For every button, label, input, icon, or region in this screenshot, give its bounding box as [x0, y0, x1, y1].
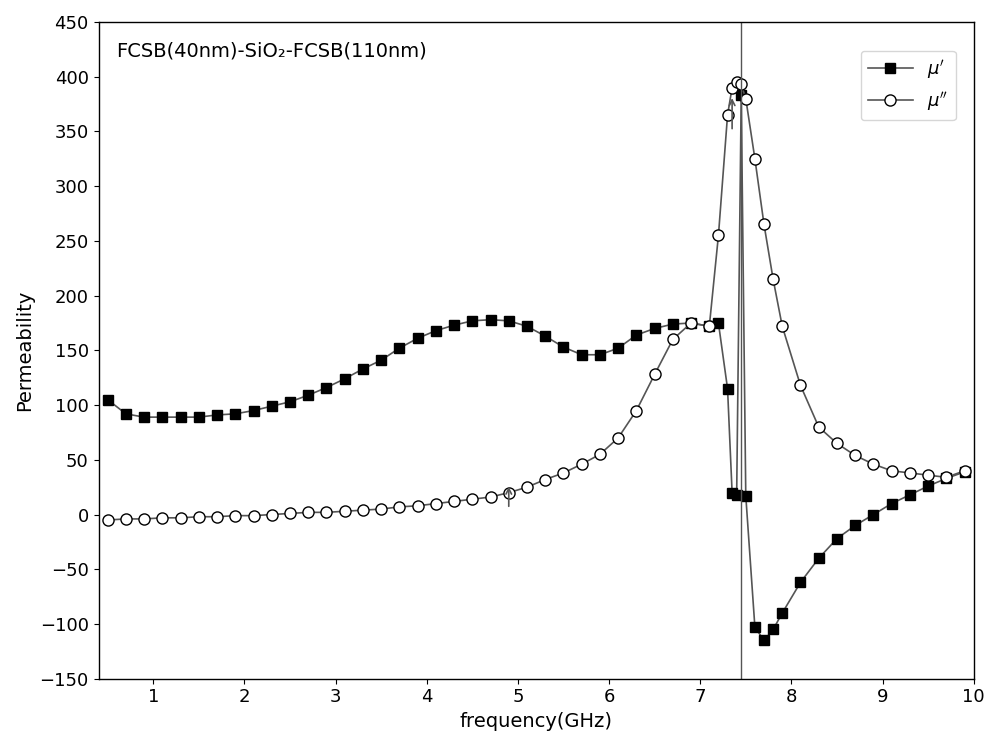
$\mu''$ — [959, 466, 971, 475]
$\mu''$ — [266, 510, 278, 519]
$\mu''$ — [726, 84, 738, 93]
$\mu'$ — [102, 395, 114, 404]
$\mu''$ — [466, 495, 478, 504]
Y-axis label: Permeability: Permeability — [15, 289, 34, 411]
$\mu''$ — [667, 335, 679, 344]
$\mu''$ — [731, 78, 743, 87]
$\mu'$ — [667, 319, 679, 328]
$\mu''$ — [685, 319, 697, 327]
$\mu'$ — [735, 91, 747, 100]
$\mu'$ — [959, 468, 971, 477]
Line: $\mu'$: $\mu'$ — [103, 90, 969, 645]
Legend: $\mu'$, $\mu''$: $\mu'$, $\mu''$ — [861, 51, 956, 120]
$\mu'$ — [630, 330, 642, 339]
X-axis label: frequency(GHz): frequency(GHz) — [460, 712, 613, 731]
$\mu'$ — [726, 488, 738, 497]
Text: FCSB(40nm)-SiO₂-FCSB(110nm): FCSB(40nm)-SiO₂-FCSB(110nm) — [116, 42, 427, 60]
$\mu''$ — [630, 406, 642, 415]
$\mu''$ — [102, 515, 114, 524]
$\mu'$ — [758, 636, 770, 645]
$\mu'$ — [466, 316, 478, 325]
$\mu'$ — [266, 401, 278, 410]
$\mu'$ — [685, 319, 697, 327]
Line: $\mu''$: $\mu''$ — [102, 77, 970, 526]
